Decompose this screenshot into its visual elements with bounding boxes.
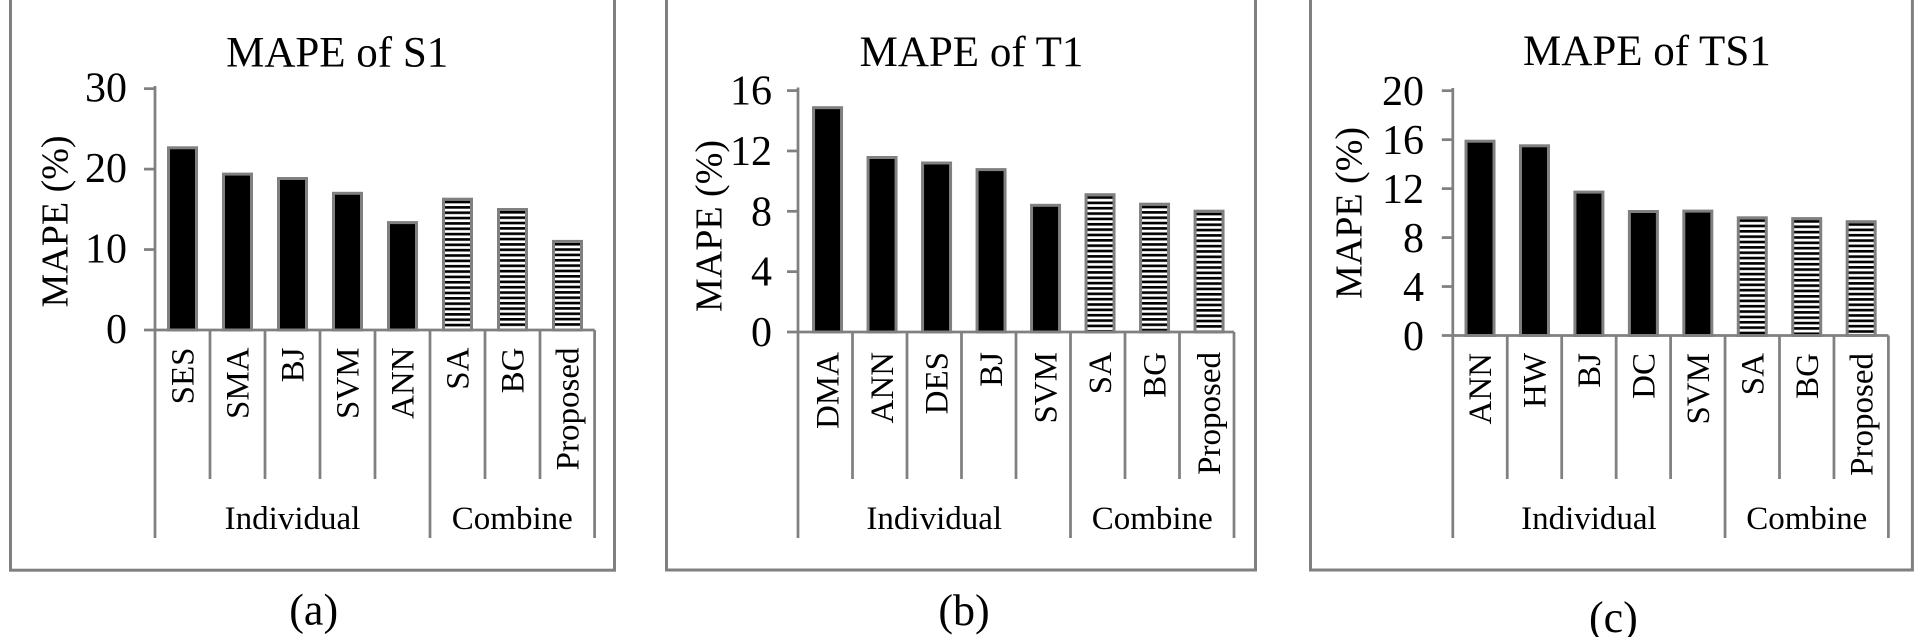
- svg-text:0: 0: [106, 307, 127, 353]
- svg-text:BJ: BJ: [276, 347, 312, 382]
- svg-text:ANN: ANN: [1463, 353, 1499, 425]
- svg-text:SMA: SMA: [221, 347, 257, 419]
- svg-text:MAPE (%): MAPE (%): [689, 140, 731, 312]
- svg-text:8: 8: [751, 189, 772, 235]
- svg-text:30: 30: [85, 66, 127, 112]
- svg-text:20: 20: [1382, 69, 1424, 115]
- svg-text:HW: HW: [1518, 352, 1554, 408]
- svg-text:0: 0: [751, 310, 772, 356]
- svg-text:(c): (c): [1589, 593, 1638, 637]
- svg-text:Proposed: Proposed: [1844, 353, 1880, 476]
- svg-text:BG: BG: [496, 348, 532, 394]
- svg-text:Combine: Combine: [1092, 501, 1213, 537]
- svg-text:ANN: ANN: [386, 347, 422, 419]
- svg-text:SVM: SVM: [1029, 352, 1065, 424]
- svg-text:BJ: BJ: [974, 352, 1010, 387]
- svg-text:(a): (a): [289, 586, 338, 635]
- svg-text:MAPE of S1: MAPE of S1: [226, 30, 448, 77]
- svg-text:10: 10: [85, 227, 127, 273]
- svg-text:DC: DC: [1626, 353, 1662, 399]
- svg-text:12: 12: [730, 129, 772, 175]
- svg-text:20: 20: [85, 146, 127, 192]
- svg-text:SA: SA: [1083, 352, 1119, 394]
- svg-text:SVM: SVM: [1681, 353, 1717, 425]
- svg-text:MAPE of T1: MAPE of T1: [860, 29, 1084, 76]
- svg-text:DMA: DMA: [811, 352, 847, 429]
- svg-text:8: 8: [1403, 216, 1424, 262]
- svg-text:SA: SA: [441, 347, 477, 389]
- svg-text:SVM: SVM: [331, 348, 367, 420]
- svg-text:SA: SA: [1735, 353, 1771, 395]
- svg-text:Individual: Individual: [1521, 501, 1657, 537]
- svg-text:MAPE (%): MAPE (%): [34, 135, 76, 307]
- svg-text:DES: DES: [920, 352, 956, 414]
- svg-text:(b): (b): [938, 586, 989, 635]
- svg-text:Combine: Combine: [1746, 501, 1867, 537]
- svg-text:SES: SES: [166, 348, 202, 405]
- svg-text:16: 16: [730, 69, 772, 115]
- svg-text:Combine: Combine: [452, 501, 573, 537]
- svg-text:Individual: Individual: [225, 501, 361, 537]
- svg-text:Proposed: Proposed: [551, 347, 587, 470]
- svg-text:ANN: ANN: [865, 352, 901, 424]
- svg-text:4: 4: [751, 250, 772, 296]
- svg-text:Individual: Individual: [866, 501, 1002, 537]
- svg-text:BJ: BJ: [1572, 353, 1608, 388]
- svg-text:BG: BG: [1790, 353, 1826, 399]
- svg-text:0: 0: [1403, 314, 1424, 360]
- svg-text:16: 16: [1382, 118, 1424, 164]
- svg-text:Proposed: Proposed: [1192, 352, 1228, 475]
- svg-text:4: 4: [1403, 265, 1424, 311]
- svg-text:12: 12: [1382, 167, 1424, 213]
- svg-text:BG: BG: [1138, 352, 1174, 398]
- svg-text:MAPE of TS1: MAPE of TS1: [1523, 28, 1771, 75]
- svg-text:MAPE (%): MAPE (%): [1329, 127, 1371, 299]
